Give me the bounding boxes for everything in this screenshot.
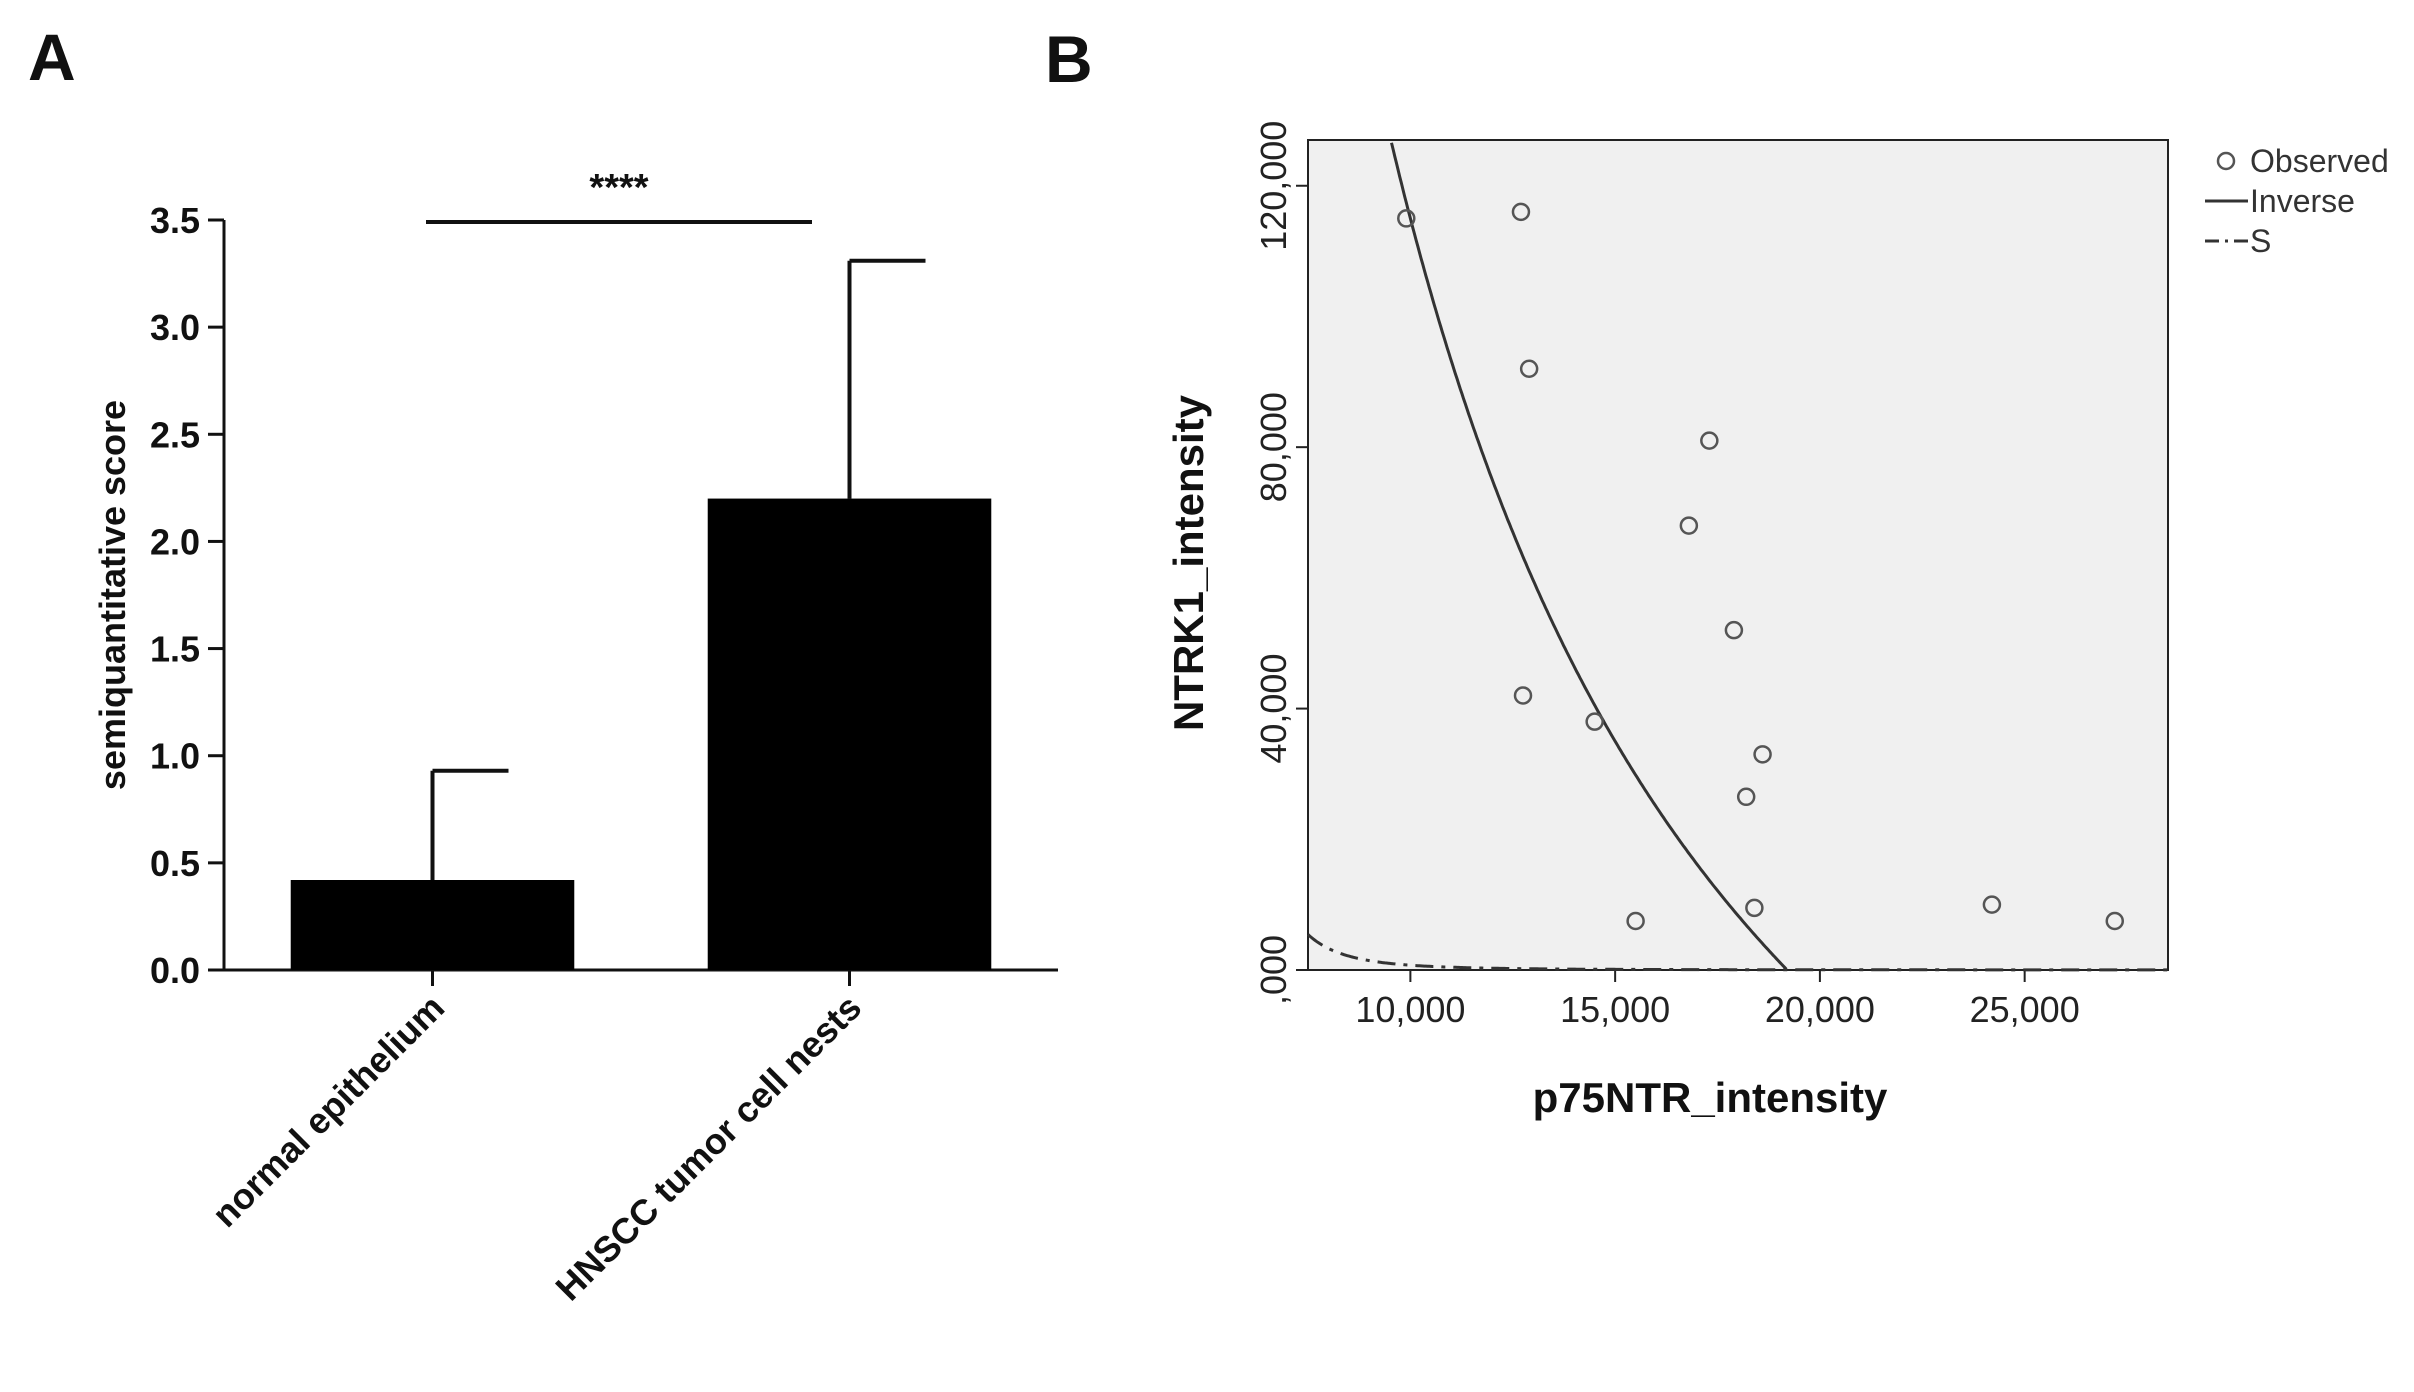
bars (290, 498, 992, 970)
observed-point (1700, 431, 1719, 450)
category-label: HNSCC tumor cell nests (547, 987, 869, 1309)
x-tick-label: 20,000 (1765, 989, 1875, 1030)
observed-point (1736, 787, 1756, 807)
error-bars (430, 258, 926, 880)
panel-b-label: B (1045, 22, 1093, 96)
y-tick-label: 1.5 (150, 629, 200, 670)
bar-chart-panel: 0.0 0.5 1.0 1.5 2.0 2.5 3.0 3.5 normal epitheli… (92, 167, 1058, 1308)
y-tick-label: 3.5 (150, 200, 200, 241)
y-axis-title: semiquantitative score (92, 400, 133, 790)
observed-point (1626, 911, 1645, 931)
y-tick-label: 80,000 (1253, 392, 1294, 502)
y-tick-label: 120,000 (1253, 121, 1294, 251)
significance-label: **** (589, 167, 648, 209)
observed-point (1982, 895, 2002, 914)
observed-point (2105, 911, 2125, 931)
legend: Observed Inverse S (2205, 143, 2389, 259)
x-tick-label: 25,000 (1970, 989, 2080, 1030)
y-tick-label: 2.5 (150, 414, 200, 455)
x-axis-title: p75NTR_intensity (1533, 1074, 1888, 1121)
legend-inverse: Inverse (2250, 183, 2355, 219)
plot-area (1307, 139, 2169, 971)
observed-point (1679, 516, 1699, 535)
y-ticks: 0.0 0.5 1.0 1.5 2.0 2.5 3.0 3.5 (150, 200, 224, 991)
legend-observed: Observed (2250, 143, 2389, 179)
y-tick-label: 1.0 (150, 736, 200, 777)
observed-point (1724, 620, 1744, 640)
panel-a-label: A (28, 20, 76, 94)
x-tick-label: 10,000 (1355, 989, 1465, 1030)
axis-ticks: 10,000 15,000 20,000 25,000 ,000 40,000 80,000… (1253, 121, 2080, 1030)
inverse-fit-line (1390, 142, 1788, 971)
bar (290, 880, 575, 970)
scatter-chart-panel: 10,000 15,000 20,000 25,000 ,000 40,000 80,000… (1165, 121, 2389, 1121)
observed-point (1585, 712, 1604, 731)
y-tick-label: 40,000 (1253, 654, 1294, 764)
y-tick-label: 3.0 (150, 307, 200, 348)
legend-observed-marker (2216, 151, 2236, 171)
y-tick-label: 0.0 (150, 950, 200, 991)
x-tick-label: 15,000 (1560, 989, 1670, 1030)
observed-point (1511, 202, 1531, 222)
observed-point (1519, 359, 1539, 378)
observed-points (1397, 202, 2125, 931)
y-tick-label: 2.0 (150, 521, 200, 562)
bar (707, 498, 992, 970)
category-labels: normal epithelium HNSCC tumor cell nests (204, 970, 869, 1308)
observed-point (1753, 745, 1772, 764)
y-tick-label: 0.5 (150, 843, 200, 884)
fit-curves (1306, 142, 2168, 972)
observed-point (1745, 898, 1764, 918)
category-label: normal epithelium (204, 987, 452, 1235)
y-tick-label: ,000 (1253, 935, 1294, 1005)
legend-s: S (2250, 223, 2271, 259)
y-axis-title: NTRK1_intensity (1165, 394, 1212, 731)
observed-point (1513, 686, 1533, 705)
observed-point (1397, 209, 1416, 228)
s-fit-line (1306, 933, 2168, 972)
